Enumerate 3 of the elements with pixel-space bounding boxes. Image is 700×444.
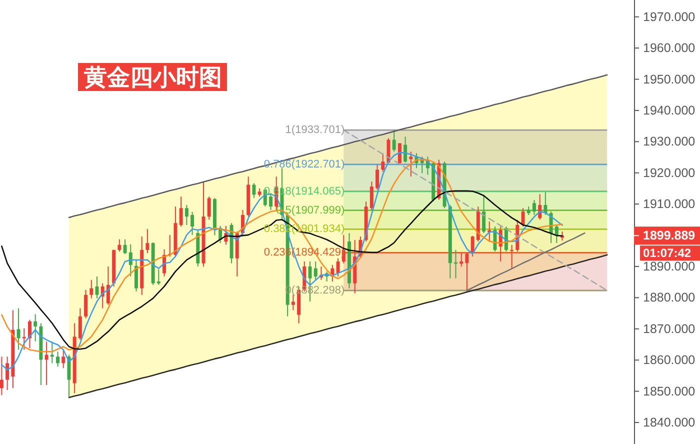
title: 黄金四小时图 bbox=[78, 63, 227, 91]
annotation: 01:07:42 bbox=[640, 246, 700, 261]
annotation: 1899.889 bbox=[634, 226, 700, 245]
